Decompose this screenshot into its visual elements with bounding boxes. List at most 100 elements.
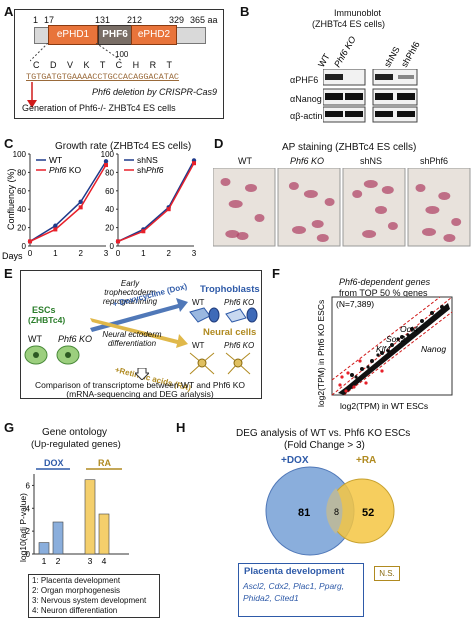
- g-title-1: Gene ontology: [42, 427, 108, 438]
- placenta-genes-1: Ascl2, Cdx2, Plac1, Pparg,: [243, 581, 345, 591]
- f-title-2: from TOP 50 % genes: [339, 288, 428, 298]
- f-title-1: Phf6-dependent genes: [339, 277, 431, 287]
- ap-colony: [381, 186, 394, 194]
- growth-line-shphf6: [117, 162, 195, 243]
- escs-ko: Phf6 KO: [58, 334, 93, 344]
- g-legend-box: [28, 574, 160, 618]
- growth-xtick-label: 1: [141, 249, 146, 258]
- immunoblot-subtitle: (ZHBTc4 ES cells): [312, 19, 386, 29]
- growth-point: [192, 161, 196, 166]
- venn-overlap: 8: [334, 507, 339, 517]
- lower-arrow-text: Neural ectoderm differentiation: [102, 330, 162, 348]
- ap-colony: [220, 178, 231, 186]
- ap-image-4: [407, 168, 471, 247]
- immunoblot-title: Immunoblot: [334, 8, 382, 18]
- ap-col-ko: Phf6 KO: [290, 156, 325, 166]
- go-bar-label: 4: [102, 556, 107, 566]
- growth-point: [166, 207, 171, 212]
- growth-ytick-label: 0: [22, 242, 27, 251]
- ap-image-2: [277, 168, 341, 247]
- aa-number: 100: [115, 50, 129, 59]
- ap-colony: [415, 184, 426, 192]
- ap-colony: [387, 222, 398, 230]
- gene-klf4: Klf4: [376, 344, 391, 354]
- ap-staining-images: [213, 168, 471, 247]
- growth-ytick-label: 40: [17, 205, 26, 214]
- growth-ytick-label: 100: [101, 150, 115, 159]
- growth-line-wt: [29, 160, 107, 243]
- venn-ra-label: +RA: [356, 455, 377, 466]
- pos-17: 17: [44, 15, 55, 25]
- gene-sox2: Sox2: [386, 334, 406, 344]
- ap-colony: [422, 228, 436, 236]
- growth-ytick-label: 20: [105, 224, 114, 233]
- growth-line-shns: [117, 160, 195, 243]
- growth-point: [53, 223, 58, 228]
- neural-ko: Phf6 KO: [224, 341, 255, 350]
- ap-colony: [316, 234, 329, 242]
- pos-365: 365 aa: [190, 15, 218, 25]
- go-bar-4: [98, 513, 110, 555]
- ap-colony: [362, 230, 377, 238]
- g-title-2: (Up-regulated genes): [31, 439, 121, 450]
- placenta-title: Placenta development: [244, 566, 345, 577]
- venn-dox-label: +DOX: [281, 455, 309, 466]
- escs-sub: (ZHBTc4): [28, 315, 66, 325]
- ap-colony: [288, 182, 299, 190]
- neural-cells: [189, 352, 251, 375]
- blot-image: [323, 69, 418, 123]
- lane-labels: WT Phf6 KO shNS shPhf6: [316, 35, 422, 69]
- down-arrow-icon: [135, 368, 149, 380]
- pos-212: 212: [127, 15, 143, 25]
- row-nanog: αNanog: [290, 94, 322, 104]
- go-bar-label: 1: [42, 556, 47, 566]
- growth-point: [53, 227, 58, 232]
- escs-label: ESCs: [32, 305, 56, 315]
- growth-point: [78, 205, 83, 210]
- ap-colony: [443, 234, 456, 242]
- growth-ytick-label: 80: [105, 168, 114, 177]
- growth-legend-label: shNS: [137, 155, 158, 165]
- go-ytick-label: 2: [26, 527, 31, 536]
- go-ytick-label: 4: [26, 504, 31, 513]
- growth-xtick-label: 2: [78, 249, 83, 258]
- growth-legend-label: shPhf6: [137, 165, 164, 175]
- escs-wt: WT: [28, 334, 42, 344]
- ephd1-domain: ePHD1: [48, 25, 98, 45]
- f-xlabel: log2(TPM) in WT ESCs: [340, 401, 428, 411]
- go-bar-3: [84, 479, 96, 555]
- ap-colony: [311, 220, 324, 228]
- venn-right-count: 52: [362, 507, 374, 519]
- growth-point: [78, 199, 83, 205]
- placenta-box: [238, 563, 364, 617]
- troph-ko: Phf6 KO: [224, 298, 255, 307]
- growth-ytick-label: 60: [105, 187, 114, 196]
- pos-1: 1: [33, 15, 39, 25]
- growth-ytick-label: 40: [105, 205, 114, 214]
- lane-wt: WT: [316, 51, 332, 69]
- ap-col-wt: WT: [238, 156, 252, 166]
- growth-point: [28, 239, 32, 244]
- growth-legend-label: WT: [49, 155, 62, 165]
- ap-colony: [425, 206, 440, 214]
- growth-xtick-label: 3: [104, 249, 109, 258]
- go-bar-1: [38, 542, 50, 555]
- lane-ko: Phf6 KO: [332, 35, 358, 69]
- g-legend-2: 2: Organ morphogenesis: [32, 586, 121, 595]
- go-ytick-label: 0: [26, 550, 31, 559]
- ap-colony: [303, 190, 318, 198]
- ap-col-shphf6: shPhf6: [420, 156, 449, 166]
- row-phf6: αPHF6: [290, 75, 319, 85]
- growth-point: [103, 159, 109, 164]
- row-actin: αβ-actin: [290, 111, 323, 121]
- panel-c-label: C: [4, 136, 14, 151]
- growth-title: Growth rate (ZHBTc4 ES cells): [55, 141, 192, 152]
- g-legend-3: 3: Nervous system development: [32, 596, 147, 605]
- growth-line-phf6-ko: [29, 164, 107, 243]
- f-ylabel: log2(TPM) in Phf6 KO ESCs: [316, 300, 326, 407]
- differentiation-arrows: [90, 298, 188, 348]
- ap-colony: [352, 190, 363, 198]
- neural-cells-label: Neural cells: [203, 327, 257, 338]
